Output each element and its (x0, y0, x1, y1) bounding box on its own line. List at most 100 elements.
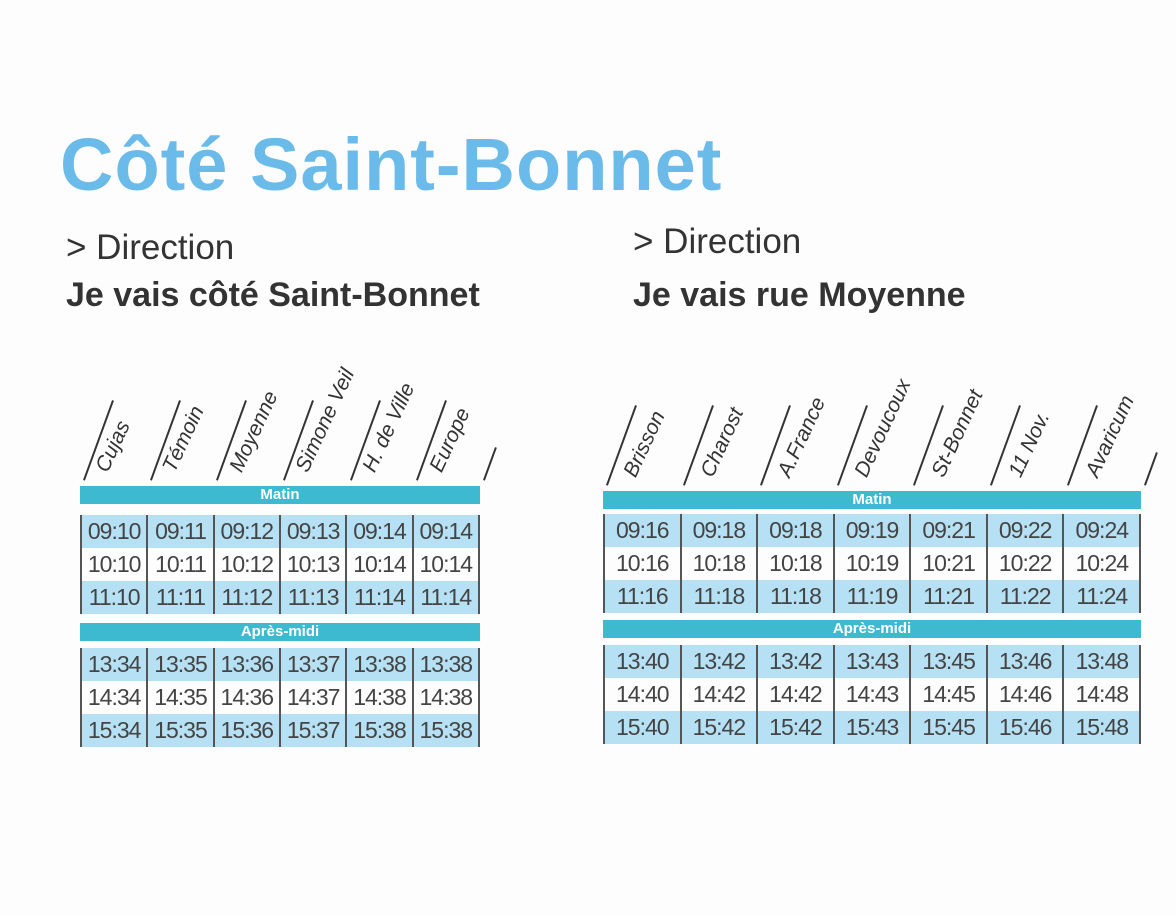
table-row: 13:34 13:35 13:36 13:37 13:38 13:38 (80, 648, 480, 681)
table-row: 10:16 10:18 10:18 10:19 10:21 10:22 10:24 (603, 547, 1142, 580)
time-cell: 13:35 (146, 648, 212, 681)
time-cell: 13:38 (345, 648, 411, 681)
time-cell: 09:18 (679, 514, 757, 547)
stop-name: Avaricum (1080, 391, 1139, 481)
time-cell: 11:14 (345, 581, 411, 614)
stop-name: Charost (696, 404, 749, 481)
time-cell: 10:19 (832, 547, 910, 580)
time-cell: 15:42 (756, 711, 833, 744)
right-direction-label: > Direction (633, 222, 802, 261)
time-cell: 09:10 (80, 515, 146, 548)
time-cell: 15:35 (146, 714, 212, 747)
stop-name: Devoucoux (850, 375, 916, 481)
column-divider-slash (1144, 452, 1158, 486)
time-cell: 14:43 (832, 678, 910, 711)
time-cell: 10:22 (985, 547, 1063, 580)
table-row: 14:40 14:42 14:42 14:43 14:45 14:46 14:48 (603, 678, 1142, 711)
time-cell: 10:14 (411, 548, 480, 581)
time-cell: 09:13 (278, 515, 345, 548)
time-cell: 15:45 (909, 711, 986, 744)
time-cell: 11:14 (411, 581, 480, 614)
stop-name: Cujas (91, 417, 136, 476)
time-cell: 09:14 (411, 515, 480, 548)
stop-name: Brisson (619, 407, 671, 481)
time-cell: 13:48 (1062, 645, 1142, 678)
time-cell: 15:48 (1062, 711, 1142, 744)
time-cell: 15:37 (278, 714, 345, 747)
time-cell: 13:38 (411, 648, 480, 681)
table-row: 14:34 14:35 14:36 14:37 14:38 14:38 (80, 681, 480, 714)
time-cell: 14:34 (80, 681, 146, 714)
time-cell: 14:40 (603, 678, 680, 711)
time-cell: 14:36 (212, 681, 279, 714)
time-cell: 13:37 (278, 648, 345, 681)
time-cell: 11:11 (146, 581, 212, 614)
table-row: 10:10 10:11 10:12 10:13 10:14 10:14 (80, 548, 480, 581)
time-cell: 13:42 (756, 645, 833, 678)
table-row: 15:40 15:42 15:42 15:43 15:45 15:46 15:48 (603, 711, 1142, 744)
morning-band: Matin (603, 491, 1141, 509)
time-cell: 15:36 (212, 714, 279, 747)
time-cell: 14:35 (146, 681, 212, 714)
time-cell: 10:14 (345, 548, 411, 581)
time-cell: 15:38 (411, 714, 480, 747)
time-cell: 14:42 (756, 678, 833, 711)
time-cell: 11:22 (985, 580, 1063, 613)
time-cell: 09:12 (212, 515, 279, 548)
time-cell: 09:14 (345, 515, 411, 548)
table-row: 11:16 11:18 11:18 11:19 11:21 11:22 11:24 (603, 580, 1142, 613)
time-cell: 11:13 (278, 581, 345, 614)
time-cell: 10:13 (278, 548, 345, 581)
time-cell: 11:21 (909, 580, 986, 613)
time-cell: 15:40 (603, 711, 680, 744)
time-cell: 13:42 (679, 645, 757, 678)
time-cell: 10:12 (212, 548, 279, 581)
right-destination: Je vais rue Moyenne (633, 276, 966, 314)
time-cell: 11:19 (832, 580, 910, 613)
page-title: Côté Saint-Bonnet (60, 123, 723, 206)
time-cell: 13:36 (212, 648, 279, 681)
time-cell: 09:24 (1062, 514, 1142, 547)
time-cell: 15:34 (80, 714, 146, 747)
afternoon-band: Après-midi (80, 623, 480, 641)
table-row: 15:34 15:35 15:36 15:37 15:38 15:38 (80, 714, 480, 747)
time-cell: 13:43 (832, 645, 910, 678)
stop-name: Simone Veil (291, 365, 360, 476)
time-cell: 14:46 (985, 678, 1063, 711)
time-cell: 15:43 (832, 711, 910, 744)
time-cell: 11:18 (679, 580, 757, 613)
stop-name: St-Bonnet (927, 386, 988, 481)
left-destination: Je vais côté Saint-Bonnet (66, 276, 480, 314)
time-cell: 15:38 (345, 714, 411, 747)
time-cell: 10:10 (80, 548, 146, 581)
time-cell: 13:40 (603, 645, 680, 678)
table-row: 09:16 09:18 09:18 09:19 09:21 09:22 09:24 (603, 514, 1142, 547)
time-cell: 09:21 (909, 514, 986, 547)
time-cell: 14:45 (909, 678, 986, 711)
time-cell: 14:48 (1062, 678, 1142, 711)
table-row: 09:10 09:11 09:12 09:13 09:14 09:14 (80, 515, 480, 548)
table-row: 13:40 13:42 13:42 13:43 13:45 13:46 13:48 (603, 645, 1142, 678)
stop-name: 11 Nov. (1003, 408, 1055, 481)
time-cell: 09:18 (756, 514, 833, 547)
time-cell: 11:18 (756, 580, 833, 613)
stop-name: Europe (424, 404, 475, 476)
time-cell: 11:10 (80, 581, 146, 614)
time-cell: 11:12 (212, 581, 279, 614)
time-cell: 09:22 (985, 514, 1063, 547)
table-row: 11:10 11:11 11:12 11:13 11:14 11:14 (80, 581, 480, 614)
time-cell: 14:42 (679, 678, 757, 711)
time-cell: 13:45 (909, 645, 986, 678)
time-cell: 10:18 (679, 547, 757, 580)
time-cell: 10:24 (1062, 547, 1142, 580)
left-direction-label: > Direction (66, 228, 235, 267)
time-cell: 09:19 (832, 514, 910, 547)
time-cell: 11:24 (1062, 580, 1142, 613)
time-cell: 13:34 (80, 648, 146, 681)
time-cell: 10:21 (909, 547, 986, 580)
stop-name: A.France (773, 393, 831, 481)
stop-name: H. de Ville (358, 379, 420, 476)
time-cell: 15:42 (679, 711, 757, 744)
time-cell: 14:38 (345, 681, 411, 714)
morning-band: Matin (80, 486, 480, 504)
